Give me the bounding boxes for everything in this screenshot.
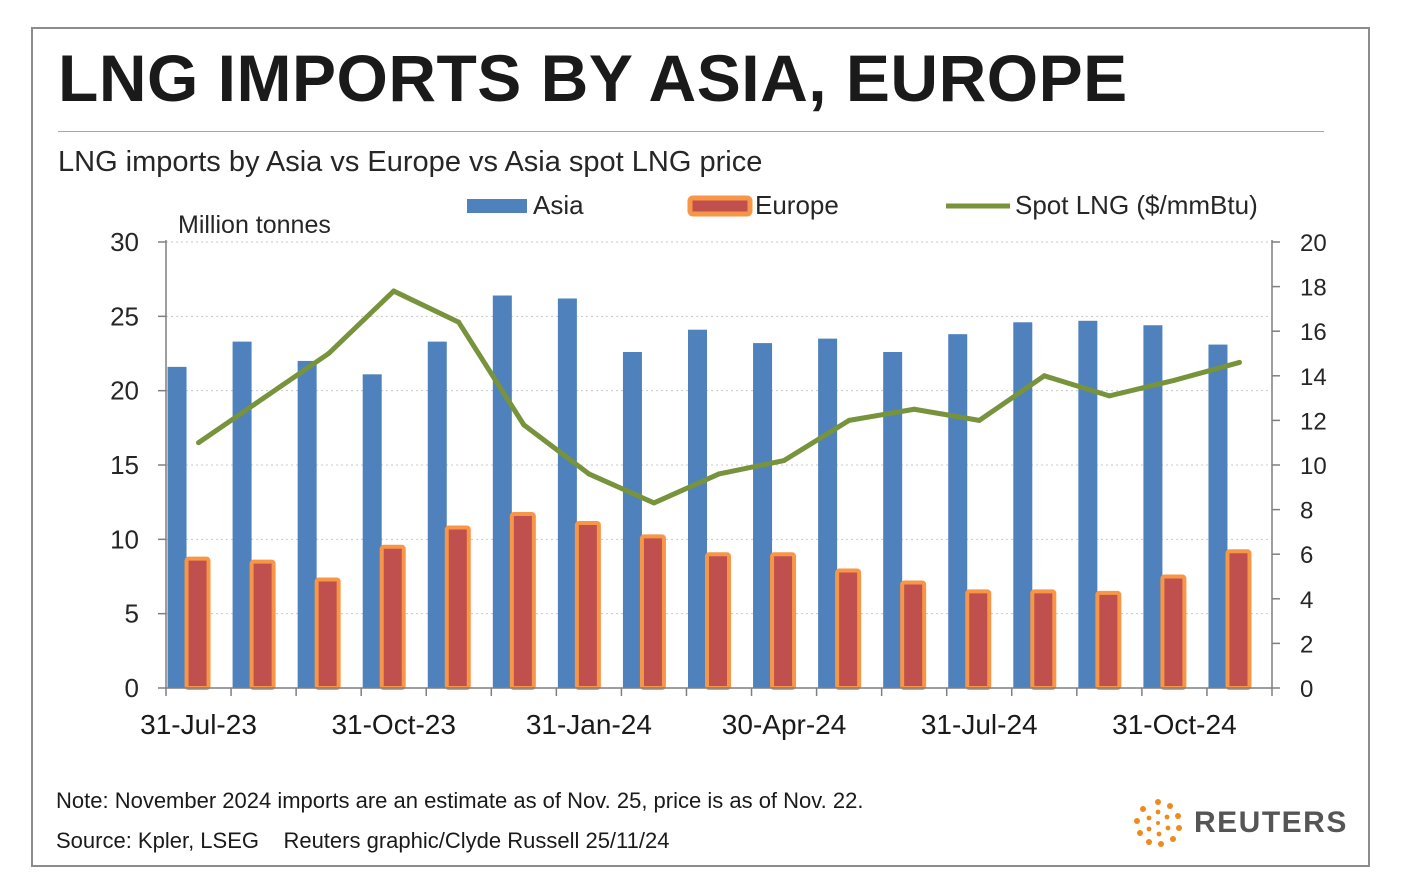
title-divider <box>58 131 1324 132</box>
y2-tick-label: 6 <box>1300 542 1313 569</box>
axes: 0 5 10 15 20 25 30 0 2 4 6 8 10 12 14 16 18 20 31-Jul-23 31… <box>110 227 1327 740</box>
asia-bar <box>688 329 707 688</box>
reuters-dot-circle-icon <box>1134 799 1182 847</box>
asia-bar <box>948 334 968 688</box>
asia-bar <box>492 295 512 688</box>
asia-bar <box>362 374 382 688</box>
spot-point <box>1041 373 1047 379</box>
europe-bar <box>1160 574 1187 690</box>
europe-bar <box>835 568 862 691</box>
europe-bar <box>184 556 211 690</box>
europe-bar <box>379 544 406 690</box>
y2-tick-label: 10 <box>1300 453 1327 480</box>
x-tick-label: 31-Oct-23 <box>331 709 456 740</box>
legend-label-europe: Europe <box>755 190 839 220</box>
legend-label-spot: Spot LNG ($/mmBtu) <box>1015 190 1258 220</box>
spot-point <box>781 458 787 464</box>
europe-bar <box>1225 549 1252 691</box>
asia-bar <box>167 366 187 688</box>
y2-tick-label: 16 <box>1300 319 1327 346</box>
y-tick-label: 25 <box>110 301 139 331</box>
asia-bar <box>557 298 577 688</box>
spot-point <box>196 440 202 446</box>
y2-tick-label: 14 <box>1300 364 1327 391</box>
chart-title: LNG IMPORTS BY ASIA, EUROPE <box>58 41 1128 115</box>
y2-tick-label: 0 <box>1300 676 1313 703</box>
asia-bar <box>1013 322 1033 688</box>
y-axis-label: Million tonnes <box>178 211 331 239</box>
y2-tick-label: 20 <box>1300 230 1327 257</box>
spot-point <box>911 406 917 412</box>
europe-bar <box>1095 590 1122 690</box>
europe-bar <box>900 580 927 690</box>
europe-bars <box>184 512 1252 691</box>
spot-point <box>521 422 527 428</box>
x-tick-label: 31-Jul-24 <box>921 709 1038 740</box>
y2-tick-label: 12 <box>1300 408 1327 435</box>
y2-tick-label: 18 <box>1300 275 1327 302</box>
europe-bar <box>444 525 471 690</box>
y-tick-label: 0 <box>125 673 139 703</box>
asia-bar <box>883 352 903 688</box>
y-tick-label: 30 <box>110 227 139 257</box>
y2-tick-label: 2 <box>1300 631 1313 658</box>
spot-line-series <box>196 288 1242 506</box>
spot-point <box>326 351 332 356</box>
x-tick-label: 31-Oct-24 <box>1112 709 1237 740</box>
reuters-logo: REUTERS <box>1130 796 1350 850</box>
reuters-wordmark: REUTERS <box>1194 806 1348 839</box>
spot-point <box>1171 377 1177 383</box>
asia-bars <box>167 295 1228 688</box>
europe-bar <box>1030 589 1057 690</box>
source-credit: Source: Kpler, LSEG Reuters graphic/Clyd… <box>56 828 670 853</box>
spot-point <box>846 417 852 423</box>
spot-point <box>1106 393 1112 399</box>
y-tick-label: 20 <box>110 376 139 406</box>
spot-point <box>456 319 462 325</box>
spot-point <box>261 395 267 401</box>
y-tick-label: 10 <box>110 524 139 554</box>
europe-bar <box>705 552 731 691</box>
europe-bar <box>770 552 797 691</box>
asia-bar <box>1208 344 1228 688</box>
x-tick-label: 31-Jul-23 <box>140 709 257 740</box>
asia-bar <box>1078 320 1098 688</box>
spot-point <box>391 288 397 294</box>
asia-bar <box>622 352 642 688</box>
x-tick-label: 30-Apr-24 <box>722 709 847 740</box>
spot-point <box>651 500 657 506</box>
y-tick-label: 15 <box>110 450 139 480</box>
spot-point <box>1236 359 1242 365</box>
asia-bar <box>427 341 447 688</box>
x-tick-label: 31-Jan-24 <box>526 709 652 740</box>
legend-swatch-europe <box>687 195 753 217</box>
y-tick-label: 5 <box>125 599 139 629</box>
legend-label-asia: Asia <box>533 190 584 220</box>
y2-tick-label: 8 <box>1300 498 1313 525</box>
europe-bar <box>314 577 341 690</box>
asia-bar <box>297 360 317 688</box>
chart-subtitle: LNG imports by Asia vs Europe vs Asia sp… <box>58 146 763 178</box>
europe-bar <box>509 512 536 690</box>
europe-bar <box>639 534 666 690</box>
asia-bar <box>753 343 773 688</box>
y2-tick-label: 4 <box>1300 587 1313 614</box>
legend-swatch-asia <box>467 199 527 213</box>
spot-point <box>716 471 722 477</box>
asia-bar <box>232 341 252 688</box>
asia-bar <box>818 338 838 688</box>
europe-bar <box>965 589 992 690</box>
spot-point <box>586 471 592 477</box>
europe-bar <box>249 559 276 691</box>
legend: Asia Europe Spot LNG ($/mmBtu) <box>467 190 1258 220</box>
footnote: Note: November 2024 imports are an estim… <box>56 788 864 813</box>
spot-point <box>976 417 982 423</box>
asia-bar <box>1143 325 1163 688</box>
europe-bar <box>574 520 601 690</box>
